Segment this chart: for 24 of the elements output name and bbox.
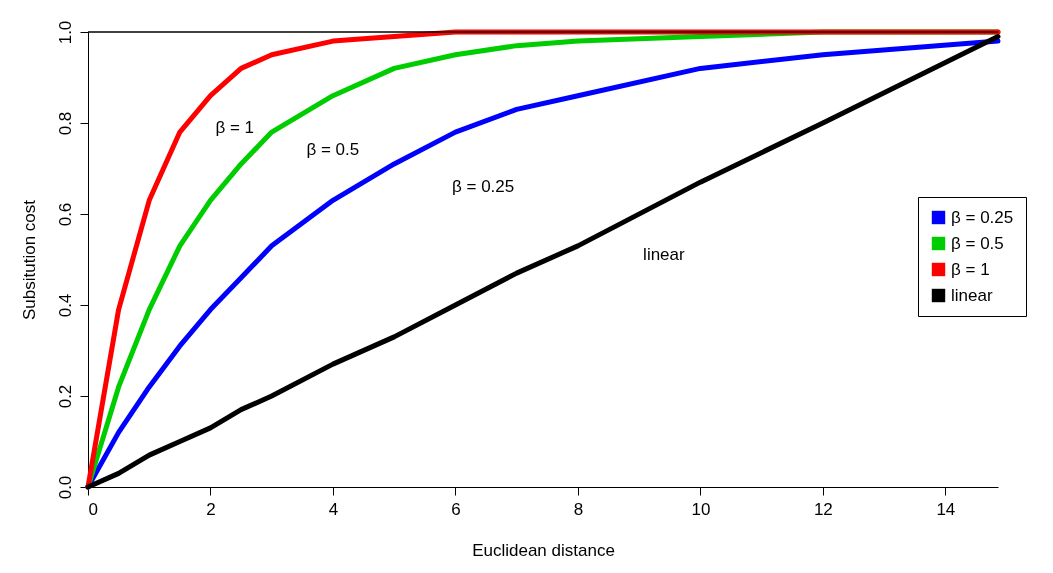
legend-label: β = 0.5 — [951, 233, 1004, 253]
x-tick-label: 10 — [691, 499, 711, 519]
legend-label: linear — [951, 285, 993, 305]
y-tick-label: 0.6 — [55, 202, 75, 227]
annotation: β = 1 — [215, 117, 255, 137]
y-axis-title: Subsitution cost — [19, 199, 39, 321]
x-axis-title: Euclidean distance — [472, 540, 615, 560]
x-tick-label: 8 — [573, 499, 584, 519]
annotation: linear — [643, 244, 686, 264]
x-tick-label: 2 — [206, 499, 216, 519]
legend-label: β = 0.25 — [951, 207, 1014, 227]
annotation: β = 0.25 — [452, 176, 515, 196]
x-tick-label: 0 — [88, 499, 98, 519]
y-tick-label: 0.0 — [55, 475, 75, 500]
x-tick-label: 6 — [451, 499, 461, 519]
y-tick-label: 0.4 — [55, 293, 75, 318]
x-tick-label: 14 — [936, 499, 956, 519]
x-tick-label: 12 — [813, 499, 833, 519]
y-tick-label: 0.2 — [55, 384, 75, 409]
legend-label: β = 1 — [951, 259, 990, 279]
y-tick-label: 1.0 — [55, 20, 75, 45]
y-tick-label: 0.8 — [55, 111, 75, 136]
x-tick-label: 4 — [328, 499, 339, 519]
annotation: β = 0.5 — [306, 140, 360, 160]
